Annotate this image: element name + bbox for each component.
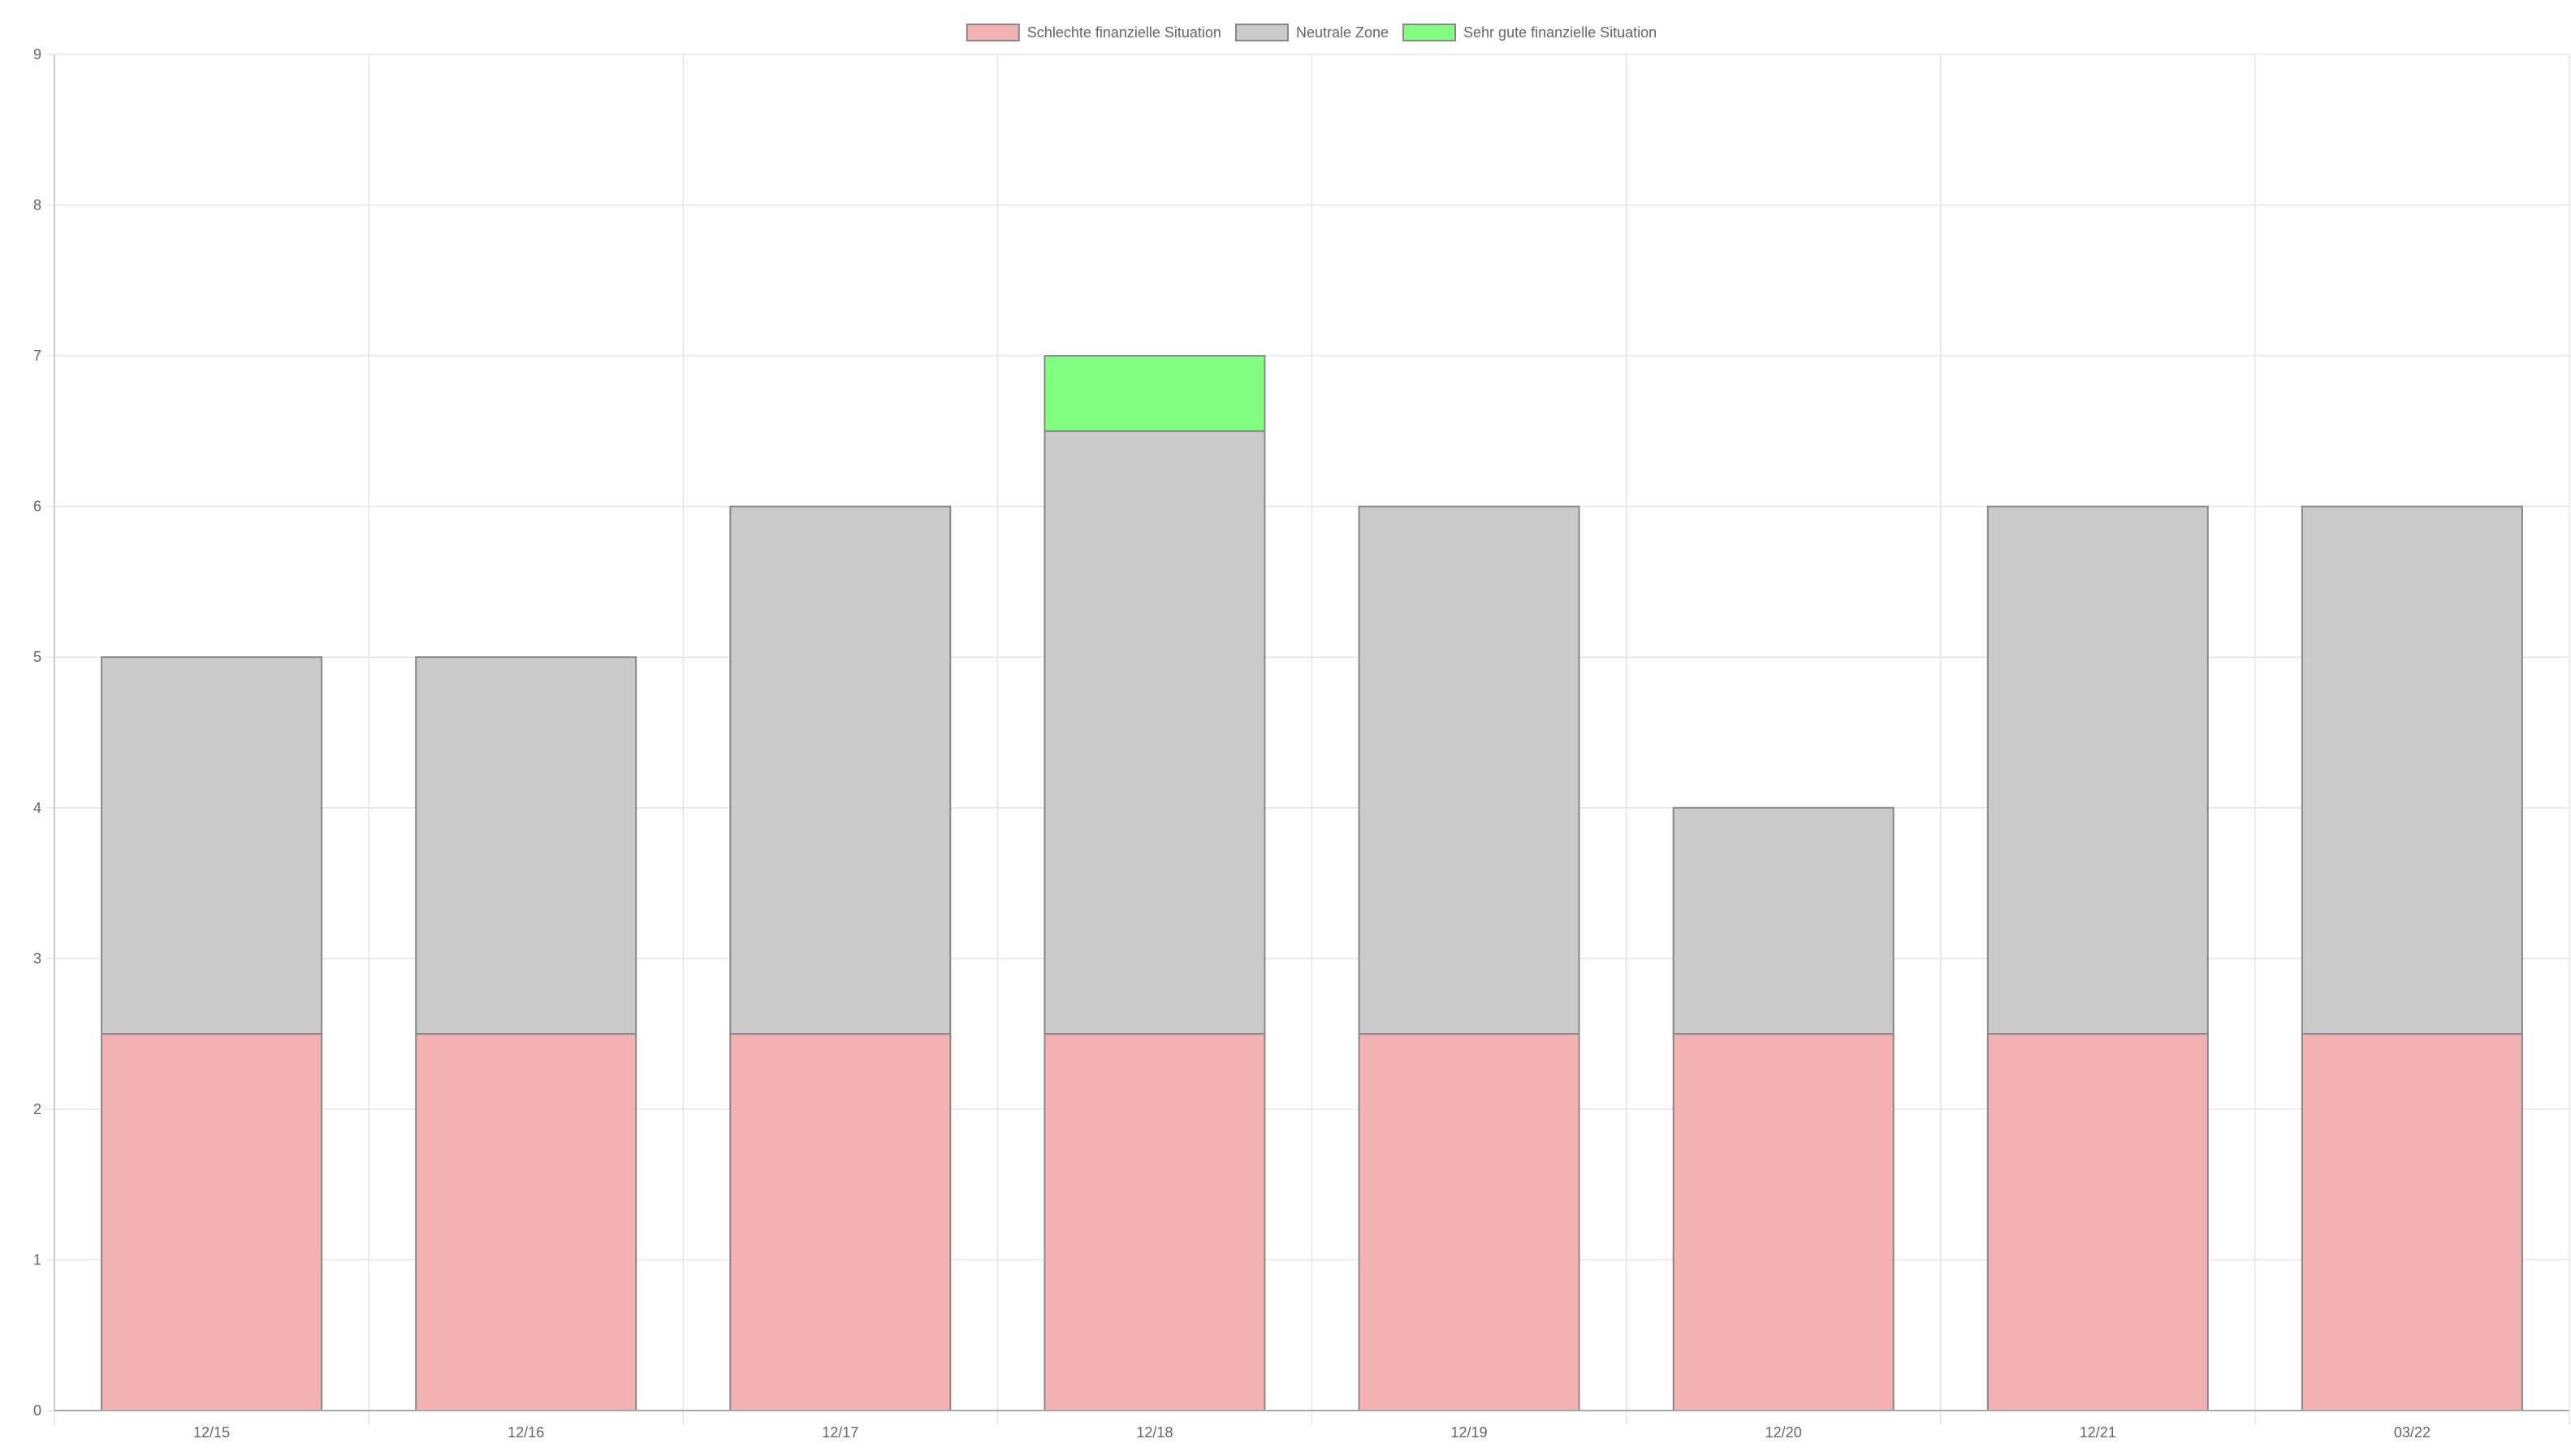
legend-label: Sehr gute finanzielle Situation	[1463, 24, 1657, 41]
x-tick-label: 12/18	[1136, 1424, 1173, 1441]
x-tick-label: 12/20	[1765, 1424, 1802, 1441]
bar-segment-1-12-21	[1986, 1033, 2209, 1411]
bar-segment-2-12-18	[1044, 430, 1266, 1035]
bar-segment-1-12-15	[101, 1033, 323, 1411]
y-tick-label: 4	[33, 800, 41, 816]
bar-segment-1-12-17	[729, 1033, 952, 1411]
y-tick-label: 9	[33, 46, 41, 63]
bar-segment-1-12-18	[1044, 1033, 1266, 1411]
legend-swatch	[966, 24, 1020, 41]
bar-segment-1-12-16	[415, 1033, 637, 1411]
y-tick-label: 5	[33, 649, 41, 665]
legend-item-3[interactable]: Sehr gute finanzielle Situation	[1402, 24, 1657, 41]
y-tick-label: 8	[33, 197, 41, 214]
legend-item-2[interactable]: Neutrale Zone	[1234, 24, 1389, 41]
legend-swatch	[1234, 24, 1289, 41]
y-tick-label: 0	[33, 1402, 41, 1419]
axes: 0 1 2 3 4 5 6 7 8 9 12/15 12/16 12/17 12/18 12/19 12/20…	[33, 46, 2569, 1441]
bars	[101, 355, 2523, 1411]
bar-segment-2-12-21	[1986, 505, 2209, 1035]
bar-segment-2-12-16	[415, 656, 637, 1035]
x-tick-label: 12/19	[1451, 1424, 1488, 1441]
legend-swatch	[1402, 24, 1457, 41]
x-tick-label: 03/22	[2394, 1424, 2431, 1441]
bar-segment-2-12-20	[1672, 806, 1895, 1035]
x-tick-label: 12/17	[822, 1424, 858, 1441]
bar-segment-1-12-20	[1672, 1033, 1895, 1411]
bar-segment-1-03-22	[2301, 1033, 2523, 1411]
bar-segment-2-12-19	[1358, 505, 1580, 1035]
legend: Schlechte finanzielle Situation Neutrale …	[966, 24, 1657, 41]
y-tick-label: 2	[33, 1101, 41, 1117]
x-tick-label: 12/15	[193, 1424, 230, 1441]
y-tick-label: 1	[33, 1251, 41, 1268]
bar-segment-1-12-19	[1358, 1033, 1580, 1411]
x-tick-label: 12/21	[2080, 1424, 2116, 1441]
bar-segment-2-12-15	[101, 656, 323, 1035]
bar-segment-2-03-22	[2301, 505, 2523, 1035]
x-tick-label: 12/16	[508, 1424, 544, 1441]
y-tick-label: 3	[33, 950, 41, 966]
y-tick-label: 6	[33, 499, 41, 515]
bar-segment-3-12-18	[1044, 355, 1266, 432]
y-tick-label: 7	[33, 348, 41, 364]
legend-label: Schlechte finanzielle Situation	[1027, 24, 1221, 41]
legend-item-1[interactable]: Schlechte finanzielle Situation	[966, 24, 1221, 41]
legend-label: Neutrale Zone	[1296, 24, 1389, 41]
bar-segment-2-12-17	[729, 505, 952, 1035]
